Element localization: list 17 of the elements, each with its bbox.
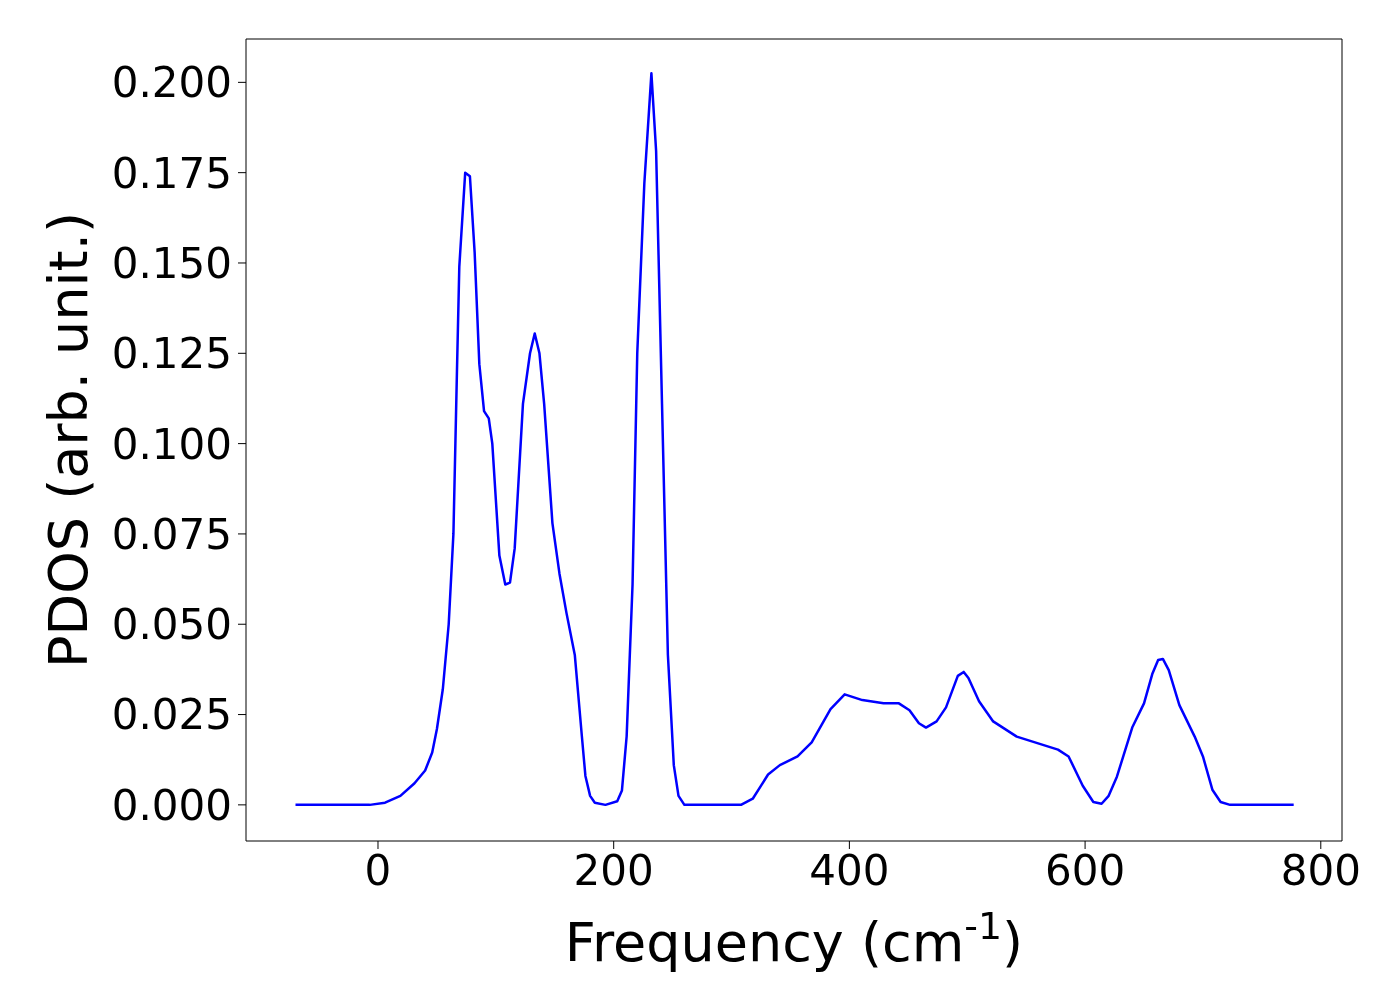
y-tick-label: 0.000 — [111, 780, 232, 830]
y-tick-label: 0.150 — [111, 238, 232, 288]
x-tick-label: 400 — [809, 845, 890, 895]
x-tick-label: 200 — [573, 845, 654, 895]
x-axis-title: Frequency (cm$^{-1}$) — [564, 904, 1024, 974]
y-tick-label: 0.025 — [111, 690, 232, 740]
y-tick-label: 0.175 — [111, 148, 232, 198]
x-tick-label: 0 — [364, 845, 392, 895]
y-tick-label: 0.200 — [111, 58, 232, 108]
y-tick-label: 0.125 — [111, 329, 232, 379]
x-tick-label: 800 — [1280, 845, 1361, 895]
x-tick-label: 600 — [1045, 845, 1126, 895]
y-tick-label: 0.075 — [111, 509, 232, 559]
y-tick-label: 0.100 — [111, 419, 232, 469]
line-series — [294, 72, 1295, 807]
y-axis-title: PDOS (arb. unit.) — [36, 212, 100, 668]
y-tick-label: 0.050 — [111, 600, 232, 650]
